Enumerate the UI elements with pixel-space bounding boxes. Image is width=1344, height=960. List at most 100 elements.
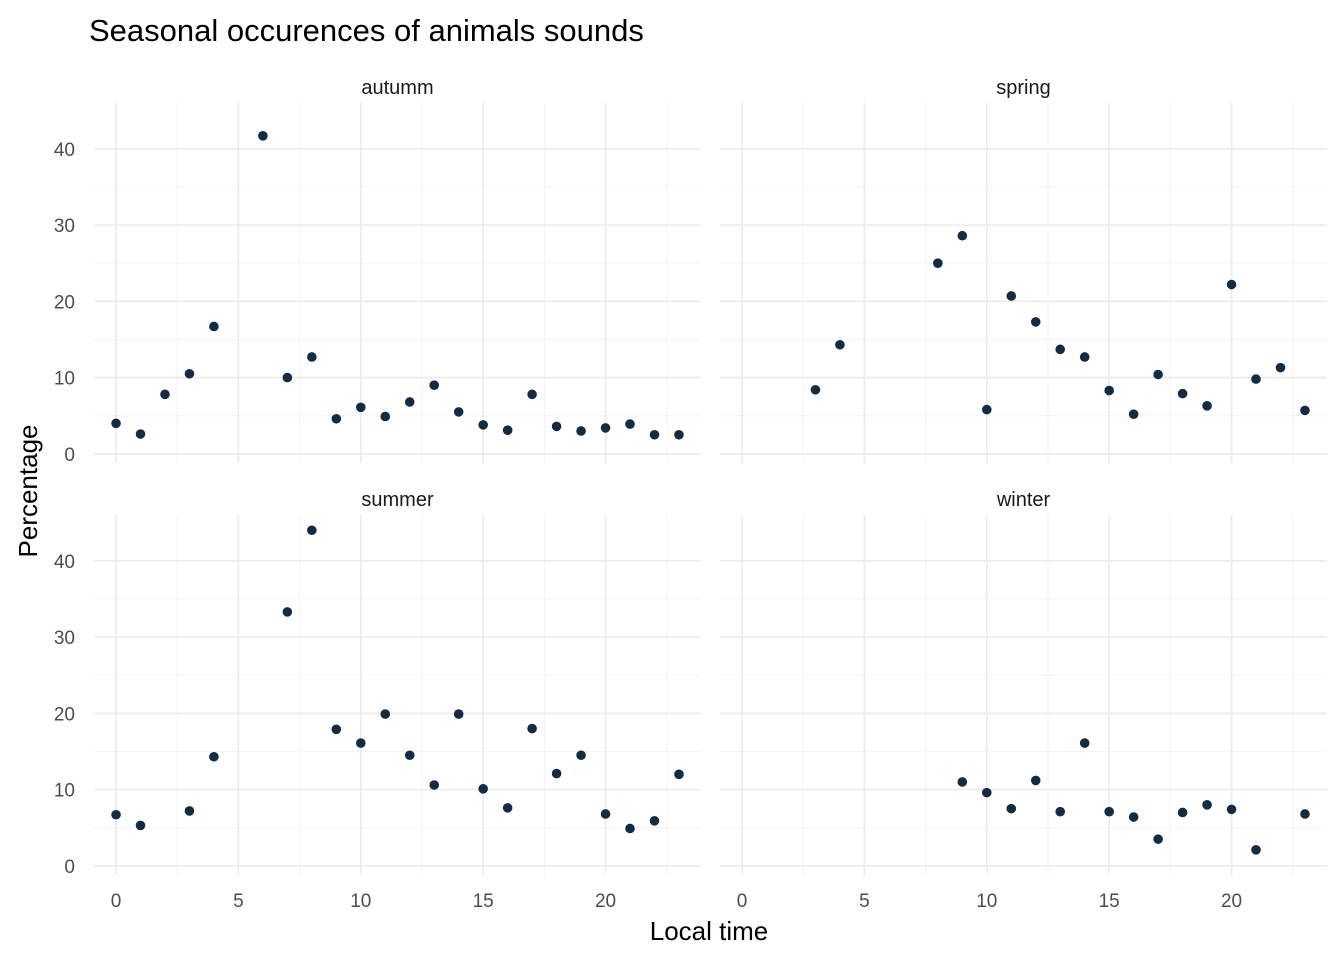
- data-point: [981, 787, 992, 798]
- data-point: [209, 321, 219, 332]
- facet-panels: autumm 0 10 20 30 40 spring summer 0 10 20 30 40 0 5 10…: [54, 77, 1327, 912]
- data-point: [1006, 803, 1017, 814]
- data-point: [981, 404, 992, 415]
- data-point: [649, 429, 660, 440]
- data-point: [429, 380, 440, 391]
- panel-autumm: autumm 0 10 20 30 40: [54, 77, 701, 466]
- data-point: [1202, 800, 1212, 810]
- data-point: [1177, 388, 1188, 399]
- data-point: [600, 423, 611, 433]
- data-point: [649, 816, 660, 826]
- y-tick-label: 10: [54, 369, 75, 390]
- x-tick-label: 10: [350, 891, 371, 912]
- data-point: [1226, 279, 1237, 290]
- data-point: [429, 780, 440, 790]
- y-tick-label: 40: [54, 140, 75, 161]
- data-point: [453, 407, 464, 417]
- data-point: [527, 723, 537, 734]
- y-tick-label: 10: [54, 781, 75, 802]
- data-point: [1202, 400, 1212, 411]
- data-point: [478, 420, 488, 430]
- data-point: [576, 426, 586, 436]
- data-point: [957, 230, 968, 241]
- data-point: [933, 258, 943, 268]
- data-point: [258, 130, 268, 141]
- data-point: [355, 402, 366, 413]
- facet-label-winter: winter: [996, 489, 1051, 511]
- data-point: [957, 777, 968, 787]
- data-point: [1128, 812, 1139, 822]
- y-tick-label: 30: [54, 216, 75, 237]
- x-tick-label: 0: [737, 891, 748, 912]
- data-point: [184, 806, 195, 816]
- panel-winter: winter 0 5 10 15 20: [720, 489, 1327, 912]
- data-point: [1104, 385, 1114, 396]
- data-point: [160, 389, 170, 400]
- data-point: [1251, 374, 1261, 384]
- chart-title: Seasonal occurences of animals sounds: [89, 13, 644, 48]
- facet-label-summer: summer: [361, 489, 434, 511]
- data-point: [1104, 806, 1114, 817]
- data-point: [331, 724, 342, 735]
- y-tick-label: 20: [54, 704, 75, 725]
- facet-label-autumm: autumm: [361, 77, 433, 99]
- x-tick-label: 5: [859, 891, 870, 912]
- data-point: [404, 397, 415, 407]
- data-point: [135, 820, 146, 831]
- data-point: [111, 418, 121, 429]
- data-point: [1300, 809, 1310, 819]
- data-point: [135, 429, 146, 439]
- data-point: [1275, 362, 1286, 373]
- data-point: [1079, 352, 1090, 362]
- x-tick-label: 15: [473, 891, 494, 912]
- data-point: [1128, 409, 1139, 419]
- data-point: [453, 709, 464, 719]
- data-point: [1251, 845, 1261, 855]
- data-point: [1153, 369, 1163, 380]
- y-tick-label: 0: [64, 445, 75, 466]
- data-point: [1153, 834, 1163, 844]
- y-tick-label: 20: [54, 292, 75, 313]
- data-point: [1006, 291, 1017, 301]
- y-tick-label: 40: [54, 552, 75, 573]
- y-tick-label: 0: [64, 857, 75, 878]
- x-tick-label: 5: [233, 891, 244, 912]
- data-point: [674, 769, 684, 780]
- data-point: [551, 768, 562, 779]
- data-point: [1055, 344, 1066, 355]
- data-point: [1030, 775, 1041, 786]
- data-point: [1177, 807, 1188, 818]
- data-point: [111, 809, 121, 820]
- data-point: [527, 389, 537, 400]
- y-axis-title: Percentage: [13, 425, 43, 558]
- data-point: [380, 411, 391, 422]
- data-point: [1226, 804, 1237, 815]
- y-tick-label: 30: [54, 628, 75, 649]
- data-point: [209, 751, 219, 762]
- data-point: [576, 750, 586, 761]
- data-point: [478, 784, 488, 794]
- data-point: [502, 803, 513, 813]
- panel-spring: spring: [720, 77, 1327, 463]
- x-axis-title: Local time: [650, 916, 769, 946]
- data-point: [625, 823, 635, 834]
- data-point: [1079, 738, 1090, 748]
- facet-label-spring: spring: [996, 77, 1050, 99]
- data-point: [835, 339, 845, 350]
- data-point: [184, 368, 195, 379]
- data-point: [307, 352, 317, 362]
- data-point: [502, 425, 513, 436]
- x-tick-label: 15: [1099, 891, 1120, 912]
- data-point: [1055, 806, 1066, 817]
- data-point: [625, 419, 635, 429]
- x-tick-label: 10: [976, 891, 997, 912]
- data-point: [380, 709, 391, 719]
- x-tick-label: 0: [111, 891, 122, 912]
- data-point: [1300, 405, 1310, 416]
- data-point: [674, 429, 684, 440]
- data-point: [282, 372, 293, 383]
- panel-summer: summer 0 10 20 30 40 0 5 10 15 20: [54, 489, 701, 912]
- data-point: [331, 413, 342, 424]
- data-point: [1030, 317, 1041, 327]
